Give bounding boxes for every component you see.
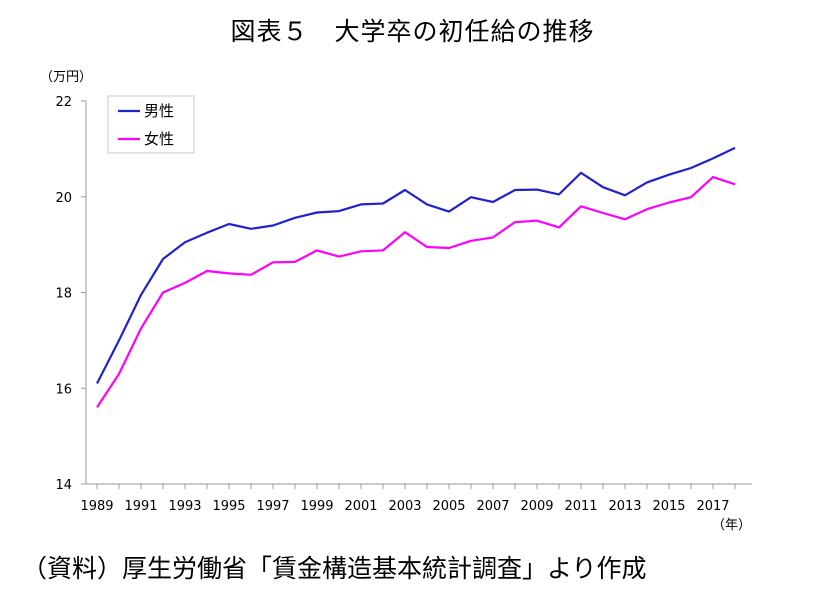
series-line-female <box>96 176 736 409</box>
y-axis-unit-label: （万円） <box>40 70 93 85</box>
y-axis-ticks: 14 16 18 20 22 <box>55 95 86 493</box>
x-tick-label: 1999 <box>300 499 333 514</box>
y-tick-label: 18 <box>55 287 72 302</box>
chart-title: 図表５ 大学卒の初任給の推移 <box>230 17 595 46</box>
x-tick-label: 1997 <box>256 499 289 514</box>
x-tick-label: 2007 <box>476 499 509 514</box>
x-tick-label: 2001 <box>344 499 377 514</box>
x-tick-label: 2017 <box>696 499 729 514</box>
legend-label: 男性 <box>144 102 174 120</box>
x-tick-label: 1989 <box>80 499 113 514</box>
x-tick-label: 2005 <box>432 499 465 514</box>
y-tick-label: 16 <box>55 382 72 397</box>
series-lines <box>96 146 736 409</box>
y-tick-label: 22 <box>55 95 72 110</box>
x-tick-label: 1995 <box>212 499 245 514</box>
x-tick-label: 2015 <box>652 499 685 514</box>
series-line-male <box>96 146 736 385</box>
y-tick-label: 14 <box>55 478 72 493</box>
x-tick-label: 2013 <box>608 499 641 514</box>
x-tick-label: 1993 <box>168 499 201 514</box>
x-tick-label: 2011 <box>564 499 597 514</box>
x-axis-ticks: 1989 1991 1993 1995 1997 1999 2001 2003 2005 2007… <box>80 484 736 514</box>
x-tick-label: 2009 <box>520 499 553 514</box>
x-axis-unit-label: （年） <box>712 518 752 533</box>
axes <box>85 101 752 485</box>
x-tick-label: 1991 <box>124 499 157 514</box>
source-note: （資料）厚生労働省「賃金構造基本統計調査」より作成 <box>22 554 647 583</box>
x-tick-label: 2003 <box>388 499 421 514</box>
legend-box <box>107 95 195 154</box>
legend-label: 女性 <box>144 130 174 148</box>
y-tick-label: 20 <box>55 191 72 206</box>
